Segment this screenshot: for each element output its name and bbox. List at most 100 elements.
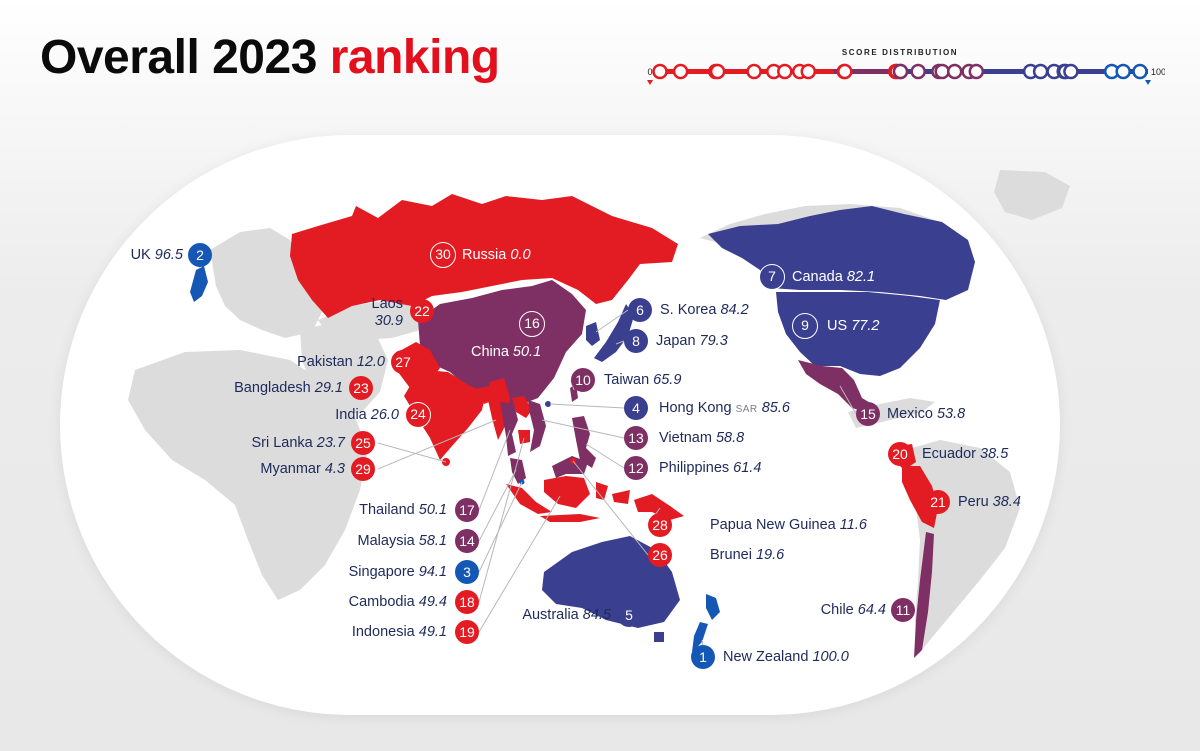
rank-badge-mexico: 15 [856, 402, 880, 426]
title-accent: ranking [329, 31, 500, 84]
label-laos: Laos 30.9 [371, 296, 403, 329]
rank-badge-russia: 30 [430, 242, 456, 268]
distribution-dot [777, 63, 793, 80]
region-south-korea[interactable] [586, 322, 600, 346]
rank-badge-cambodia: 18 [455, 590, 479, 614]
region-vietnam[interactable] [528, 400, 546, 452]
rank-badge-china: 16 [519, 311, 545, 337]
label-us: US 77.2 [827, 318, 880, 334]
distribution-dot [892, 63, 909, 80]
rank-badge-s-korea: 6 [628, 298, 652, 322]
leader-line-cambodia [478, 437, 525, 603]
score-distribution: SCORE DISTRIBUTION 0 100 [640, 44, 1165, 89]
distribution-dot [1132, 63, 1148, 80]
label-uk: UK 96.5 [130, 247, 183, 263]
region-mexico[interactable] [798, 360, 872, 412]
rank-badge-vietnam: 13 [624, 426, 648, 450]
distribution-dot [652, 63, 668, 80]
distribution-dot [910, 63, 926, 80]
region-papua-new-guinea[interactable] [634, 494, 684, 520]
label-vietnam: Vietnam 58.8 [659, 430, 745, 446]
label-sri-lanka: Sri Lanka 23.7 [251, 435, 345, 451]
region-laos[interactable] [512, 396, 532, 418]
rank-badge-taiwan: 10 [571, 368, 595, 392]
label-peru: Peru 38.4 [958, 494, 1021, 510]
distribution-min-label: 0 [647, 67, 652, 77]
label-singapore: Singapore 94.1 [348, 564, 447, 580]
leader-line-myanmar [377, 419, 497, 470]
region-china[interactable] [418, 280, 586, 408]
label-australia: Australia 84.5 [522, 607, 611, 623]
label-new-zealand: New Zealand 100.0 [723, 649, 849, 665]
rank-badge-australia: 5 [617, 603, 641, 627]
distribution-dot [672, 63, 689, 80]
leader-line-philippines [585, 443, 625, 469]
label-japan: Japan 79.3 [656, 333, 728, 349]
region-indonesia[interactable] [506, 476, 630, 522]
distribution-max-label: 100 [1151, 67, 1165, 77]
region-hong-kong[interactable] [545, 401, 551, 407]
rank-badge-japan: 8 [624, 329, 648, 353]
rank-badge-laos: 22 [410, 299, 434, 323]
region-russia[interactable] [290, 194, 678, 318]
rank-badge-singapore: 3 [455, 560, 479, 584]
region-malaysia[interactable] [510, 458, 526, 484]
distribution-dot [709, 63, 726, 80]
leader-line-japan [615, 340, 625, 345]
leader-line-vietnam [541, 419, 625, 439]
score-distribution-bar: 0 100 [647, 63, 1165, 85]
region-peru[interactable] [902, 466, 938, 528]
leader-line-singapore [478, 481, 523, 573]
rank-badge-indonesia: 19 [455, 620, 479, 644]
label-hong-kong: Hong Kong SAR 85.6 [659, 400, 790, 416]
label-chile: Chile 64.4 [820, 602, 886, 618]
label-pakistan: Pakistan 12.0 [297, 354, 385, 370]
leader-line-brunei [572, 460, 649, 556]
distribution-track-left [654, 69, 834, 74]
rank-badge-us: 9 [792, 313, 818, 339]
region-malaysia-borneo[interactable] [552, 456, 588, 478]
rank-badge-bangladesh: 23 [349, 376, 373, 400]
label-taiwan: Taiwan 65.9 [604, 372, 682, 388]
leader-line-thailand [478, 429, 511, 511]
label-mexico: Mexico 53.8 [887, 406, 966, 422]
leader-line-indonesia [478, 495, 561, 633]
region-us[interactable] [776, 292, 940, 376]
label-ecuador: Ecuador 38.5 [922, 446, 1009, 462]
distribution-dot [746, 63, 762, 80]
land-central-asia [318, 300, 425, 340]
distribution-dot [1063, 63, 1079, 80]
distribution-dot [968, 63, 985, 80]
label-china: China 50.1 [471, 344, 542, 360]
rank-badge-pakistan: 27 [391, 350, 415, 374]
region-australia[interactable] [542, 536, 680, 628]
label-cambodia: Cambodia 49.4 [348, 594, 447, 610]
label-india: India 26.0 [335, 407, 399, 423]
region-chile[interactable] [914, 532, 934, 658]
label-russia: Russia 0.0 [462, 247, 531, 263]
region-new-zealand[interactable] [692, 594, 720, 652]
rank-badge-chile: 11 [891, 598, 915, 622]
region-uk[interactable] [190, 266, 208, 302]
distribution-min-marker [647, 80, 653, 85]
leader-line-hong-kong [549, 403, 625, 409]
leader-line-s-korea [595, 309, 629, 333]
region-india[interactable] [404, 370, 486, 460]
leader-line-malaysia [478, 469, 517, 542]
title-main: Overall 2023 [40, 31, 317, 84]
rank-badge-malaysia: 14 [455, 529, 479, 553]
region-thailand[interactable] [500, 402, 518, 456]
distribution-dot [837, 63, 853, 80]
rank-badge-thailand: 17 [455, 498, 479, 522]
label-bangladesh: Bangladesh 29.1 [234, 380, 343, 396]
region-japan[interactable] [594, 304, 634, 362]
region-cambodia[interactable] [518, 430, 530, 444]
rank-badge-brunei: 26 [648, 543, 672, 567]
land-greenland [994, 170, 1070, 220]
distribution-dot [800, 63, 817, 80]
region-philippines[interactable] [572, 416, 596, 468]
label-s-korea: S. Korea 84.2 [660, 302, 749, 318]
region-tasmania[interactable] [654, 632, 664, 642]
distribution-dot [946, 63, 963, 80]
